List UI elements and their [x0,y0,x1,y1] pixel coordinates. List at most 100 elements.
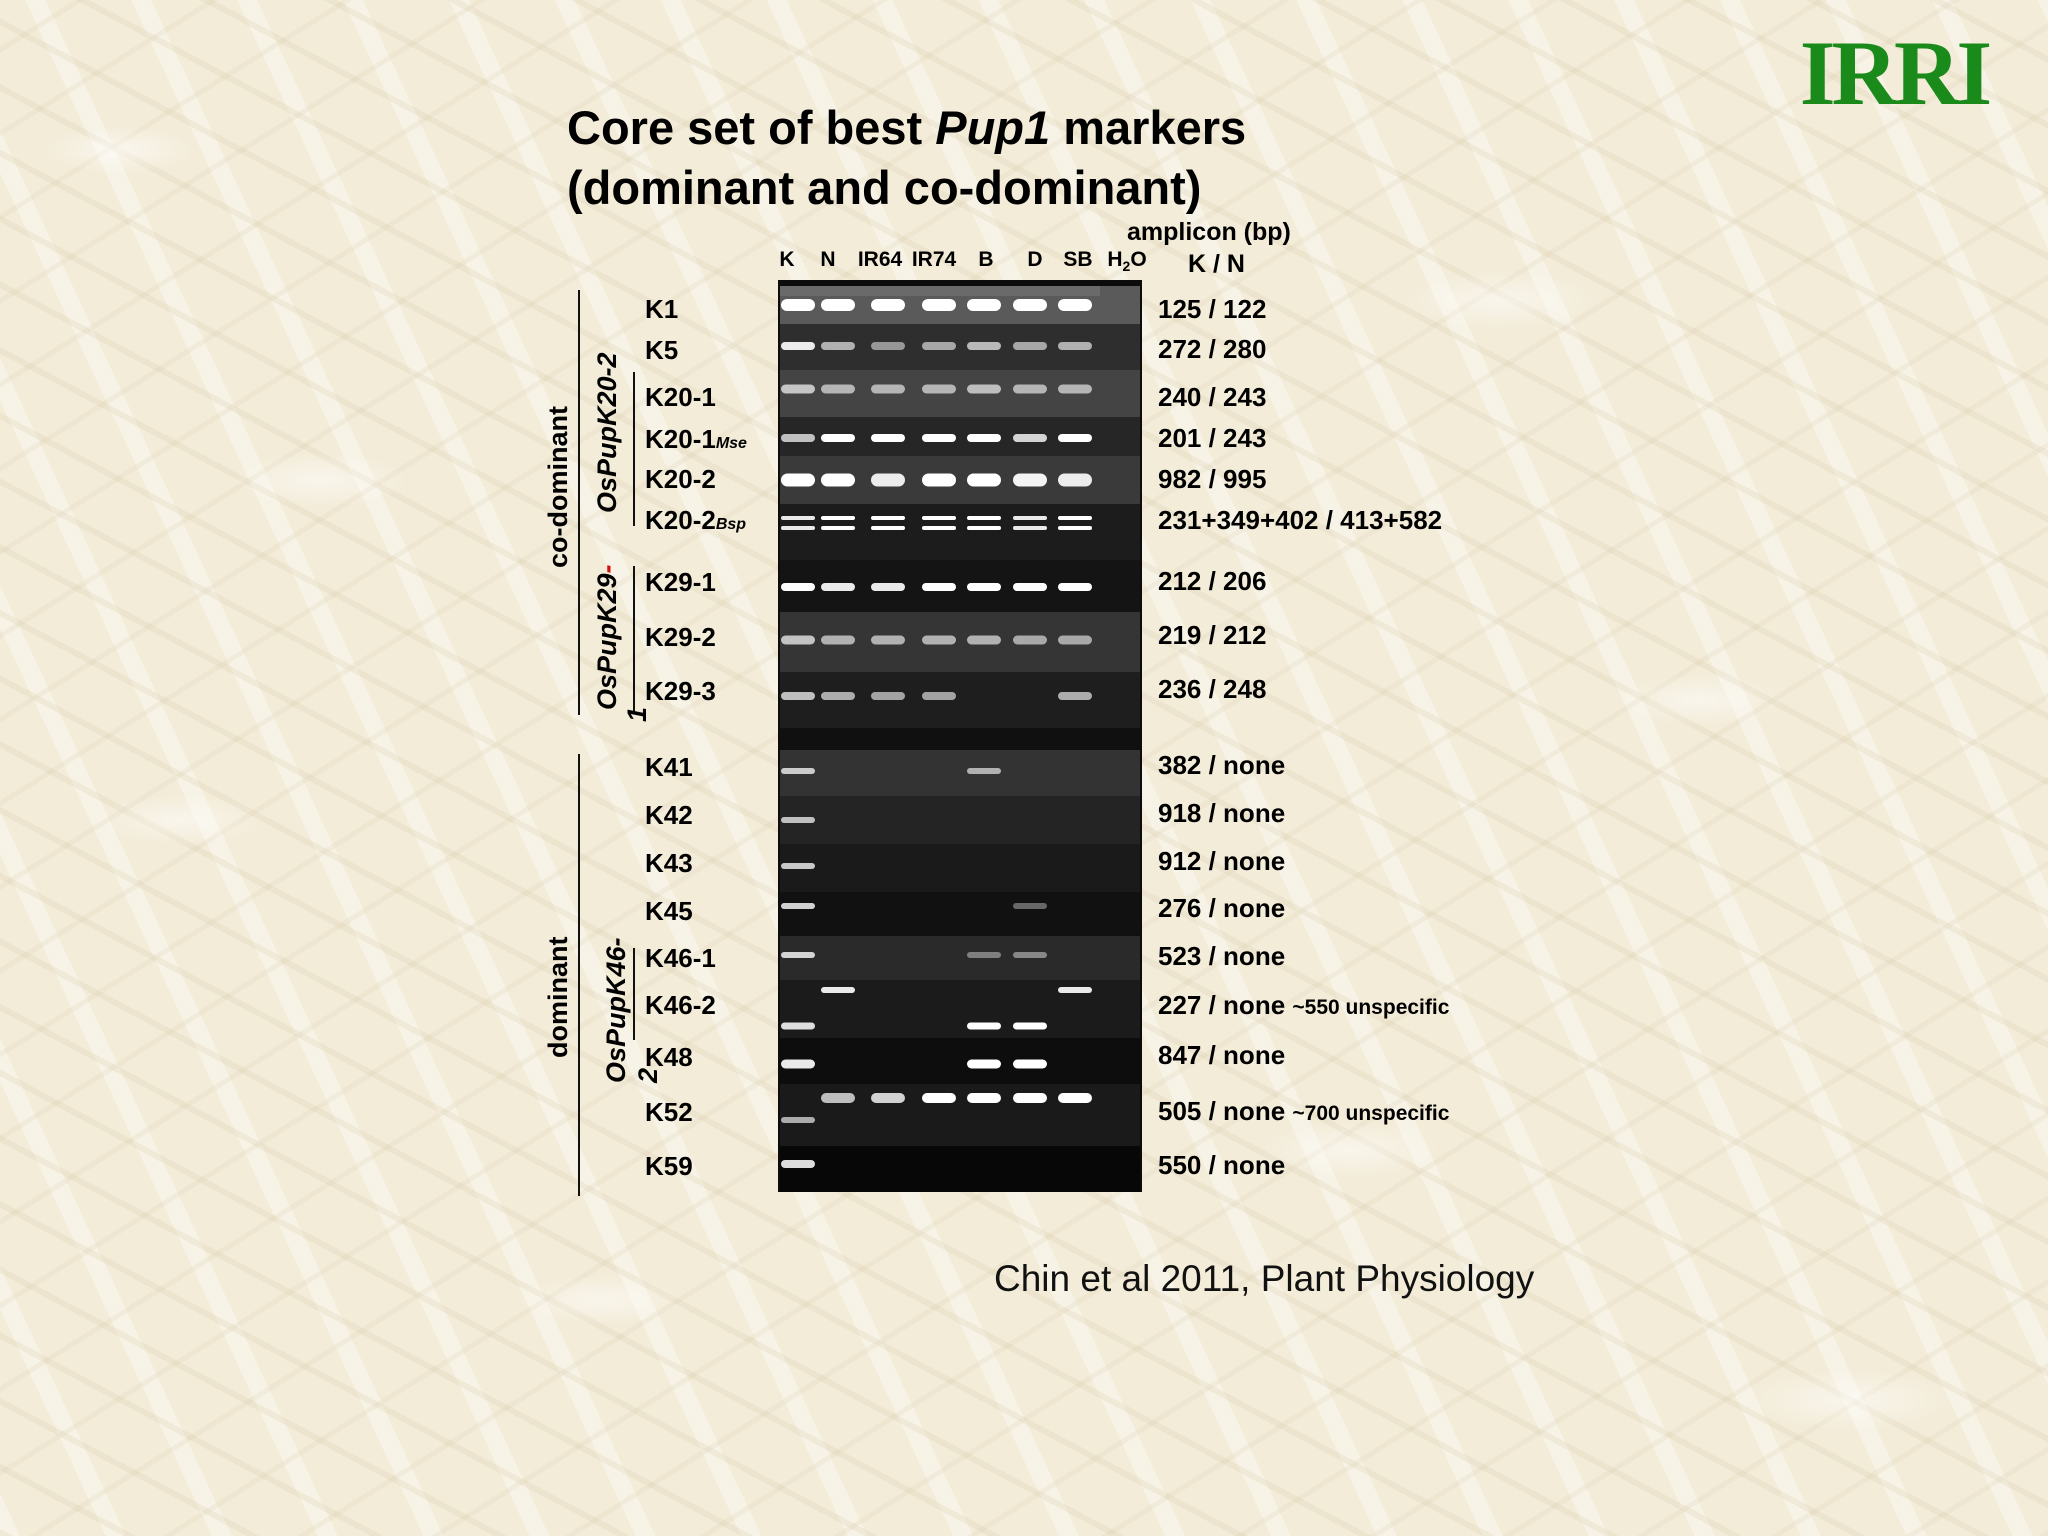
marker-name: K43 [645,848,693,878]
gel-strip [780,936,1140,980]
gel-band [781,342,815,350]
gel-band [1013,1093,1047,1103]
gel-band [871,583,905,591]
amplicon-size: 227 / none ~550 unspecific [1158,990,1450,1020]
gel-band [1058,473,1092,487]
gel-band [871,299,905,311]
lane-header-n: N [820,248,836,271]
gel-band [1013,299,1047,311]
title-line1-prefix: Core set of best [567,101,936,154]
amplicon-size: 523 / none [1158,941,1286,971]
gel-band [1013,516,1047,520]
gel-band [922,342,956,350]
lane-header-ir64: IR64 [857,248,903,271]
gel-band [821,692,855,700]
gel-band [781,952,815,958]
gel-band [821,583,855,591]
gel-band [781,863,815,869]
marker-name: K20-1 [645,382,716,412]
gel-band [781,635,815,645]
marker-name: K29-3 [645,676,716,706]
lane-header-d: D [1027,248,1043,271]
gel-band [821,635,855,645]
gel-strip [780,844,1140,892]
gel-band [922,526,956,530]
gel-band [967,1093,1001,1103]
marker-name: K29-2 [645,622,716,652]
lane-header-sb: SB [1063,248,1093,271]
marker-name: K5 [645,335,679,365]
gel-band [821,434,855,442]
lane-header-h2o: H2O [1107,248,1147,275]
unspecific-note: ~700 unspecific [1292,1102,1450,1125]
marker-name: K46-1 [645,943,716,973]
gel-band [781,434,815,442]
gel-strip [780,892,1140,936]
gel-band [781,692,815,700]
dominant-bracket-line [578,754,580,1196]
gel-band [922,299,956,311]
gel-band [967,299,1001,311]
gel-glow [780,286,1100,296]
gel-band [1013,384,1047,394]
gel-band [1058,635,1092,645]
gel-band [1058,987,1092,993]
gel-band [871,1093,905,1103]
gel-band [821,516,855,520]
gel-band [871,635,905,645]
gel-band [1058,692,1092,700]
gel-band [1013,952,1047,958]
marker-name: K20-2Bsp [645,505,747,535]
unspecific-note: ~550 unspecific [1292,996,1450,1019]
title-gene-name: Pup1 [935,101,1051,154]
gel-band [781,384,815,394]
gel-band [781,1160,815,1168]
gel-band [1058,342,1092,350]
gel-band [922,635,956,645]
gel-band [821,1093,855,1103]
gel-band [1058,526,1092,530]
gel-band [967,768,1001,774]
gel-band [922,384,956,394]
gel-band [781,516,815,520]
lane-header-k: K [779,248,795,271]
gel-band [781,768,815,774]
gel-strip [780,1146,1140,1192]
gel-band [871,692,905,700]
citation: Chin et al 2011, Plant Physiology [994,1258,1535,1299]
gel-strip [780,504,1140,560]
irri-logo: IRRI [1800,28,1994,118]
gel-band [781,903,815,909]
gel-band [1058,384,1092,394]
gel-band [821,299,855,311]
gel-band [1013,434,1047,442]
gel-band [967,635,1001,645]
gel-band [1058,516,1092,520]
title-line1-suffix: markers [1050,101,1247,154]
marker-name: K1 [645,294,679,324]
lane-header-b: B [978,248,994,271]
amplicon-size: 505 / none ~700 unspecific [1158,1096,1450,1126]
gel-band [967,1022,1001,1030]
gel-band [781,817,815,823]
gel-band [781,1117,815,1123]
k20-bracket-line [633,372,635,526]
amplicon-size: 219 / 212 [1158,620,1267,650]
gel-band [1013,635,1047,645]
gel-band [967,434,1001,442]
gel-band [922,1093,956,1103]
gel-band [1013,583,1047,591]
marker-name: K46-2 [645,990,716,1020]
gel-band [871,434,905,442]
gel-band [781,299,815,311]
gel-band [1013,526,1047,530]
amplicon-size: 212 / 206 [1158,566,1267,596]
lane-header-ir74: IR74 [911,248,957,271]
gel-band [781,1022,815,1030]
marker-name: K20-2 [645,464,716,494]
k46-bracket-line [633,948,635,1040]
marker-name: K41 [645,752,693,782]
gel-band [967,473,1001,487]
gel-strip [780,728,1140,752]
marker-name: K52 [645,1097,693,1127]
